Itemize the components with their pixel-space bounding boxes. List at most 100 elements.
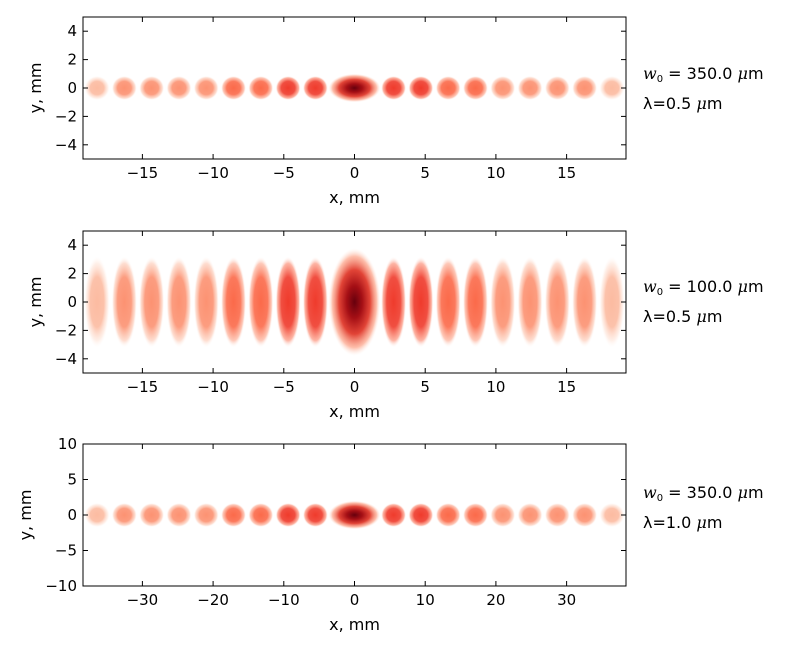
fringe-lobe bbox=[599, 75, 625, 101]
y-axis-label: y, mm bbox=[16, 490, 35, 541]
y-tick-label: −10 bbox=[45, 577, 77, 595]
x-tick-label: 0 bbox=[350, 164, 360, 182]
fringe-lobe bbox=[220, 75, 247, 101]
mu-symbol: μ bbox=[737, 277, 748, 296]
fringe-lobe bbox=[139, 256, 165, 348]
fringe-lobe bbox=[302, 502, 328, 528]
x-tick-label: 30 bbox=[557, 591, 576, 609]
x-tick-label: 20 bbox=[486, 591, 505, 609]
w0-symbol: w bbox=[643, 483, 657, 502]
fringe-lobe bbox=[462, 256, 489, 348]
annotation-3: w0 = 350.0 μm λ=1.0 μm bbox=[643, 481, 764, 535]
fringe-lobe bbox=[193, 502, 219, 528]
y-tick-label: 2 bbox=[67, 51, 77, 69]
fringe-lobe bbox=[408, 256, 434, 348]
fringe-lobe bbox=[84, 75, 110, 101]
x-tick-label: 10 bbox=[416, 591, 435, 609]
w0-subscript: 0 bbox=[656, 493, 664, 504]
fringe-lobe bbox=[490, 502, 516, 528]
fringe-lobe bbox=[490, 256, 516, 348]
x-tick-label: −5 bbox=[273, 378, 295, 396]
fringe-lobe bbox=[139, 75, 165, 101]
central-lobe bbox=[328, 248, 381, 356]
fringe-lobe bbox=[111, 256, 137, 348]
fringe-lobe bbox=[166, 502, 192, 528]
fringe-lobe bbox=[381, 502, 407, 528]
x-axis-label: x, mm bbox=[329, 615, 380, 634]
w0-value: = 350.0 bbox=[663, 483, 738, 502]
w0-subscript: 0 bbox=[656, 287, 664, 298]
fringe-lobe bbox=[544, 502, 570, 528]
y-tick-label: −4 bbox=[55, 136, 77, 154]
y-tick-label: 4 bbox=[67, 236, 77, 254]
w0-unit: m bbox=[747, 64, 764, 83]
x-tick-label: 15 bbox=[557, 378, 576, 396]
fringe-lobe bbox=[572, 502, 598, 528]
fringe-lobe bbox=[275, 502, 301, 528]
w0-value: = 350.0 bbox=[663, 64, 738, 83]
fringe-lobe bbox=[111, 75, 137, 101]
mu-symbol: μ bbox=[696, 94, 707, 113]
mu-symbol: μ bbox=[696, 513, 707, 532]
fringe-lobe bbox=[302, 75, 328, 101]
fringe-lobe bbox=[490, 75, 516, 101]
fringe-lobe bbox=[275, 75, 301, 101]
y-tick-label: −2 bbox=[55, 107, 77, 125]
x-tick-label: 10 bbox=[486, 378, 505, 396]
lambda-value: λ=1.0 bbox=[643, 513, 697, 532]
y-tick-label: 10 bbox=[58, 435, 77, 453]
fringe-lobe bbox=[220, 502, 247, 528]
fringe-lobe bbox=[248, 75, 274, 101]
panel-1: −15 −10 −5 0 5 10 15 −4 −2 0 2 4 x, mm y, mm bbox=[26, 16, 627, 207]
w0-symbol: w bbox=[643, 64, 657, 83]
fringe-lobe bbox=[599, 256, 625, 348]
x-axis-label: x, mm bbox=[329, 402, 380, 421]
w0-unit: m bbox=[747, 277, 764, 296]
x-tick-label: 15 bbox=[557, 164, 576, 182]
fringe-lobe bbox=[139, 502, 165, 528]
lambda-value: λ=0.5 bbox=[643, 307, 697, 326]
x-tick-label: 5 bbox=[420, 164, 430, 182]
y-axis-label: y, mm bbox=[26, 277, 45, 328]
y-tick-label: 4 bbox=[67, 22, 77, 40]
mu-symbol: μ bbox=[737, 64, 748, 83]
fringe-lobe bbox=[248, 256, 274, 348]
x-axis-label: x, mm bbox=[329, 188, 380, 207]
fringe-lobe bbox=[84, 256, 110, 348]
x-tick-label: 10 bbox=[486, 164, 505, 182]
heatmap bbox=[84, 500, 625, 530]
x-tick-label: −10 bbox=[197, 378, 229, 396]
fringe-lobe bbox=[462, 502, 489, 528]
fringe-lobe bbox=[517, 256, 543, 348]
x-tick-label: −20 bbox=[197, 591, 229, 609]
fringe-lobe bbox=[517, 502, 543, 528]
w0-subscript: 0 bbox=[656, 74, 664, 85]
fringe-lobe bbox=[544, 256, 570, 348]
lambda-unit: m bbox=[706, 94, 723, 113]
x-tick-label: −10 bbox=[197, 164, 229, 182]
fringe-lobe bbox=[408, 75, 434, 101]
y-tick-label: −5 bbox=[55, 542, 77, 560]
panel-3: −30 −20 −10 0 10 20 30 −10 −5 0 5 10 x, mm y, mm bbox=[16, 435, 627, 634]
x-tick-label: −15 bbox=[127, 378, 159, 396]
fringe-lobe bbox=[544, 75, 570, 101]
fringe-lobe bbox=[599, 502, 625, 528]
central-lobe bbox=[328, 73, 381, 103]
fringe-lobe bbox=[435, 256, 461, 348]
fringe-lobe bbox=[462, 75, 489, 101]
central-lobe bbox=[328, 500, 381, 530]
y-tick-label: −2 bbox=[55, 321, 77, 339]
fringe-lobe bbox=[275, 256, 301, 348]
y-tick-label: −4 bbox=[55, 350, 77, 368]
fringe-lobe bbox=[166, 256, 192, 348]
fringe-lobe bbox=[381, 75, 407, 101]
heatmap bbox=[84, 73, 625, 103]
w0-value: = 100.0 bbox=[663, 277, 738, 296]
mu-symbol: μ bbox=[737, 483, 748, 502]
fringe-lobe bbox=[111, 502, 137, 528]
y-tick-label: 0 bbox=[67, 506, 77, 524]
fringe-lobe bbox=[572, 75, 598, 101]
w0-unit: m bbox=[747, 483, 764, 502]
fringe-lobe bbox=[572, 256, 598, 348]
